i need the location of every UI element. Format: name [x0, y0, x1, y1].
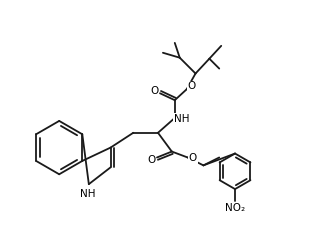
Text: O: O [147, 155, 155, 165]
Text: O: O [150, 86, 158, 96]
Text: NH: NH [80, 189, 95, 199]
Text: O: O [187, 81, 196, 91]
Text: NH: NH [174, 114, 189, 124]
Text: O: O [188, 153, 197, 164]
Text: NO₂: NO₂ [225, 203, 245, 213]
